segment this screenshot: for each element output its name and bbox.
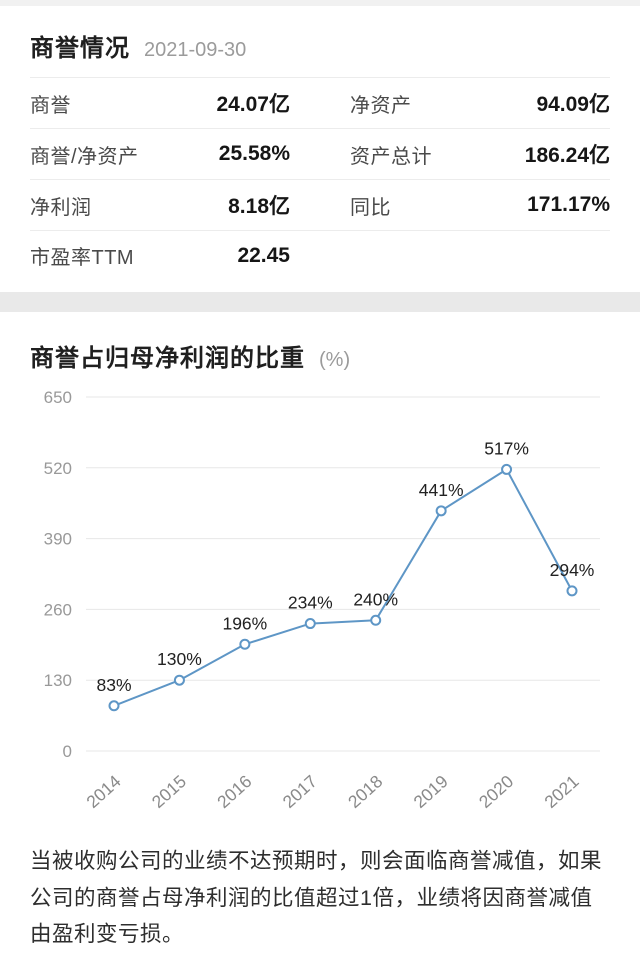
chart-title: 商誉占归母净利润的比重: [30, 345, 305, 372]
stat-label: 市盈率TTM: [30, 247, 135, 269]
line-chart-svg: 0 130 260 390 520 650 2014 2015 2016 2017 2018 2019…: [44, 388, 600, 812]
data-point-label: 441%: [419, 480, 464, 500]
goodwill-summary-card: 商誉情况 2021-09-30 商誉 24.07亿 净资产 94.09亿 商誉/…: [0, 6, 640, 280]
stat-empty: [320, 231, 610, 280]
y-tick-label: 390: [44, 530, 72, 549]
stat-label: 商誉/净资产: [30, 145, 139, 168]
stat-value: 24.07亿: [216, 93, 290, 116]
y-tick-label: 130: [44, 671, 72, 690]
stat-pe-ttm: 市盈率TTM 22.45: [30, 231, 320, 280]
x-tick-label: 2019: [410, 771, 452, 812]
stat-label: 净资产: [350, 94, 412, 117]
stat-value: 94.09亿: [536, 93, 610, 116]
data-point: [239, 638, 251, 650]
x-tick-label: 2014: [82, 771, 125, 812]
x-tick-label: 2021: [540, 771, 582, 812]
data-point-label: 234%: [288, 593, 333, 613]
stats-title: 商誉情况: [30, 35, 130, 62]
data-point-label: 83%: [96, 675, 131, 695]
y-tick-label: 0: [63, 742, 72, 761]
data-point-label: 517%: [484, 438, 529, 458]
y-tick-label: 260: [44, 600, 72, 619]
data-point-label: 130%: [157, 649, 202, 669]
stats-header: 商誉情况 2021-09-30: [30, 6, 610, 77]
data-point: [566, 585, 578, 597]
stat-value: 25.58%: [218, 142, 290, 165]
stats-date: 2021-09-30: [144, 39, 247, 61]
top-strip: [0, 0, 640, 6]
stat-total-assets: 资产总计 186.24亿: [320, 129, 610, 179]
y-tick-label: 520: [44, 459, 72, 478]
x-tick-label: 2016: [213, 771, 255, 812]
y-tick-label: 650: [44, 388, 72, 407]
series-line: [113, 468, 573, 707]
stat-value: 171.17%: [527, 193, 610, 216]
stat-label: 同比: [350, 196, 391, 219]
data-point-label: 294%: [550, 560, 595, 580]
data-point-label: 196%: [222, 613, 267, 633]
x-tick-label: 2020: [475, 771, 518, 812]
stat-net-profit: 净利润 8.18亿: [30, 180, 320, 230]
stat-label: 商誉: [30, 94, 71, 117]
data-point-label: 240%: [353, 589, 398, 609]
data-point: [501, 463, 513, 475]
data-point: [435, 505, 447, 517]
data-point: [370, 614, 382, 626]
chart-header: 商誉占归母净利润的比重 (%): [30, 312, 610, 379]
goodwill-ratio-line-chart: 0 130 260 390 520 650 2014 2015 2016 2017 2018 2019…: [30, 379, 610, 831]
stats-row-1: 商誉 24.07亿 净资产 94.09亿: [30, 78, 610, 129]
stat-value: 186.24亿: [524, 144, 610, 167]
stat-net-assets: 净资产 94.09亿: [320, 78, 610, 128]
stat-value: 22.45: [237, 243, 290, 267]
chart-footnote: 当被收购公司的业绩不达预期时，则会面临商誉减值，如果公司的商誉占母净利润的比值超…: [30, 849, 603, 947]
stats-row-2: 商誉/净资产 25.58% 资产总计 186.24亿: [30, 129, 610, 180]
x-tick-label: 2015: [148, 771, 190, 812]
section-separator: [0, 292, 640, 312]
goodwill-ratio-card: 商誉占归母净利润的比重 (%) 0 130 260 390 520 650 2014 2015…: [0, 312, 640, 973]
x-tick-label: 2018: [344, 771, 386, 812]
stats-row-4: 市盈率TTM 22.45: [30, 231, 610, 280]
stat-label: 资产总计: [350, 145, 432, 168]
chart-unit-label: (%): [319, 349, 351, 371]
data-point: [304, 618, 316, 630]
stat-label: 净利润: [30, 196, 92, 219]
stats-row-3: 净利润 8.18亿 同比 171.17%: [30, 180, 610, 231]
data-point: [173, 674, 185, 686]
stat-value: 8.18亿: [228, 195, 290, 218]
stat-yoy: 同比 171.17%: [320, 180, 610, 230]
stat-goodwill-ratio: 商誉/净资产 25.58%: [30, 129, 320, 179]
stat-goodwill: 商誉 24.07亿: [30, 78, 320, 128]
stats-table: 商誉 24.07亿 净资产 94.09亿 商誉/净资产 25.58% 资产总计 …: [30, 77, 610, 280]
data-point: [108, 700, 120, 712]
x-tick-label: 2017: [279, 771, 321, 812]
